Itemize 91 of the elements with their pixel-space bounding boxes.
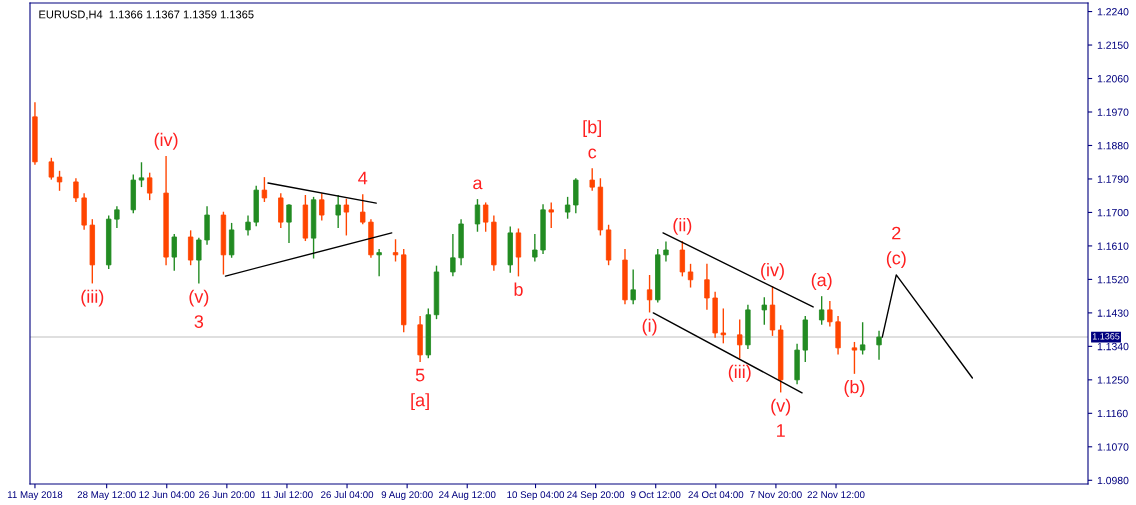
annotation: 3 xyxy=(194,315,204,328)
candlestick xyxy=(663,241,669,262)
annotation: 4 xyxy=(358,171,368,185)
x-tick-label: 11 Jul 12:00 xyxy=(261,490,313,499)
y-tick-label: 1.1700 xyxy=(1097,208,1129,217)
x-tick-label: 9 Oct 12:00 xyxy=(631,491,681,499)
annotation: [a] xyxy=(411,393,429,411)
y-tick-label: 1.1610 xyxy=(1097,242,1129,250)
candlestick xyxy=(761,297,767,325)
y-tick-label: 1.2150 xyxy=(1097,41,1129,49)
candlestick xyxy=(876,330,882,360)
annotation: 1 xyxy=(777,424,785,437)
annotation: (v) xyxy=(189,289,209,307)
candlestick xyxy=(859,322,866,355)
candlestick xyxy=(392,239,399,262)
annotation: (v) xyxy=(771,398,791,416)
ref-line-label: 1.1365 xyxy=(1092,333,1120,340)
candlestick xyxy=(687,263,694,288)
annotation: (iii) xyxy=(81,289,104,307)
x-tick-label: 22 Nov 12:00 xyxy=(807,491,865,499)
x-tick-label: 24 Aug 12:00 xyxy=(439,491,496,501)
candlestick xyxy=(548,202,554,229)
candlestick xyxy=(737,319,743,359)
candlestick xyxy=(147,172,153,201)
x-tick-label: 26 Jun 20:00 xyxy=(199,491,255,499)
annotation: 2 xyxy=(892,226,901,240)
candlestick xyxy=(646,274,653,313)
candlestick xyxy=(532,234,538,262)
candlestick xyxy=(319,193,325,221)
candlestick xyxy=(138,162,145,188)
candlestick xyxy=(851,341,858,374)
candlestick xyxy=(48,157,55,180)
annotation: (iv) xyxy=(761,263,784,280)
candlestick xyxy=(483,202,489,232)
candlestick xyxy=(343,198,350,236)
y-tick-label: 1.0980 xyxy=(1097,476,1129,485)
y-tick-label: 1.1160 xyxy=(1097,409,1128,418)
candlestick xyxy=(827,301,833,327)
x-tick-label: 24 Sep 20:00 xyxy=(567,491,625,501)
annotation: a xyxy=(473,179,483,190)
annotation: (iv) xyxy=(154,132,178,150)
annotation: b xyxy=(514,282,523,296)
candlestick xyxy=(114,206,120,229)
annotation: (c) xyxy=(886,251,906,268)
x-tick-label: 10 Sep 04:00 xyxy=(507,491,565,501)
candlestick xyxy=(286,204,292,243)
candlestick xyxy=(376,248,382,277)
candlestick xyxy=(564,196,571,219)
x-tick-label: 26 Jul 04:00 xyxy=(321,490,374,499)
annotation: (iii) xyxy=(728,364,751,382)
x-tick-label: 28 May 12:00 xyxy=(77,491,136,501)
y-tick-label: 1.2060 xyxy=(1097,75,1129,83)
x-tick-label: 12 Jun 04:00 xyxy=(139,491,195,499)
y-tick-label: 1.1790 xyxy=(1097,175,1129,183)
annotation: [b] xyxy=(583,120,601,137)
annotation: c xyxy=(588,148,597,159)
annotation: 5 xyxy=(415,368,425,382)
x-tick-label: 24 Oct 04:00 xyxy=(688,491,744,499)
candlestick xyxy=(56,170,63,191)
candlestick xyxy=(679,241,686,277)
candlestick xyxy=(704,263,710,310)
x-tick-label: 11 May 2018 xyxy=(7,491,63,501)
y-tick-label: 1.1880 xyxy=(1097,141,1129,150)
y-tick-label: 1.2240 xyxy=(1097,8,1129,16)
candlestick xyxy=(360,194,366,225)
candlestick xyxy=(245,215,251,236)
candlestick xyxy=(589,168,595,191)
y-tick-label: 1.1520 xyxy=(1097,275,1129,284)
candlestick xyxy=(187,230,194,266)
candlestick xyxy=(818,296,825,325)
candlestick xyxy=(261,177,268,202)
annotation: (i) xyxy=(642,318,657,336)
y-tick-label: 1.1430 xyxy=(1097,309,1129,317)
y-tick-label: 1.1340 xyxy=(1097,342,1129,351)
x-tick-label: 9 Aug 20:00 xyxy=(381,491,433,501)
text: EURUSD,H4 1.1366 1.1367 1.1359 1.1365 xyxy=(39,10,254,20)
y-tick-label: 1.1250 xyxy=(1097,376,1129,384)
candlestick xyxy=(720,308,726,344)
y-tick-label: 1.1070 xyxy=(1097,443,1129,451)
candlestick xyxy=(73,178,79,202)
candlestick xyxy=(196,237,202,284)
y-tick-label: 1.1970 xyxy=(1097,108,1129,116)
candlestick xyxy=(335,195,341,229)
annotation: (ii) xyxy=(673,218,692,235)
candlestick xyxy=(450,234,456,277)
candlestick xyxy=(630,269,636,305)
annotation: (a) xyxy=(811,273,832,290)
annotation: (b) xyxy=(844,380,865,397)
candlestick xyxy=(474,199,481,232)
x-tick-label: 7 Nov 20:00 xyxy=(750,491,802,499)
candlestick xyxy=(171,234,177,271)
